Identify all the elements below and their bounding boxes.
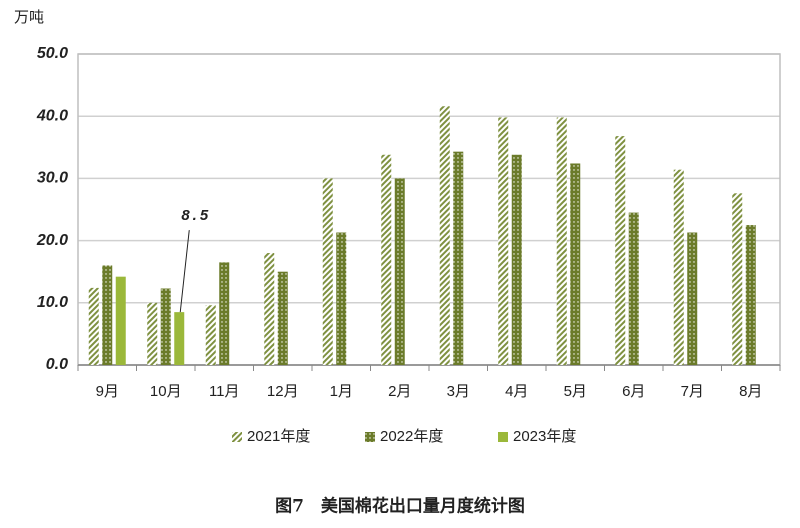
x-tick-label: 4月 xyxy=(505,383,528,400)
bar xyxy=(511,154,522,365)
legend-swatch xyxy=(232,432,242,442)
legend-label: 2022年度 xyxy=(380,428,443,445)
bar xyxy=(673,169,684,365)
x-tick-label: 8月 xyxy=(739,383,762,400)
bar xyxy=(264,253,275,365)
bar xyxy=(570,163,581,365)
bar xyxy=(556,117,567,365)
x-tick-label: 7月 xyxy=(681,383,704,400)
chart-title: 图7 美国棉花出口量月度统计图 xyxy=(275,496,525,517)
x-tick-label: 12月 xyxy=(267,383,299,400)
legend-label: 2023年度 xyxy=(513,428,576,445)
bar xyxy=(498,117,509,365)
x-tick-label: 3月 xyxy=(447,383,470,400)
bar xyxy=(88,287,99,365)
bar xyxy=(745,225,756,365)
y-tick-label: 30.0 xyxy=(37,170,68,187)
x-tick-label: 9月 xyxy=(96,383,119,400)
x-tick-label: 2月 xyxy=(388,383,411,400)
bar xyxy=(160,288,171,365)
y-tick-label: 40.0 xyxy=(36,107,68,124)
bar xyxy=(147,302,158,365)
bar xyxy=(615,136,626,365)
x-tick-label: 6月 xyxy=(622,383,645,400)
bar xyxy=(102,265,113,365)
bar xyxy=(394,178,405,365)
y-axis-unit: 万吨 xyxy=(14,9,44,26)
bar xyxy=(336,232,347,365)
y-tick-label: 50.0 xyxy=(37,45,68,62)
bar xyxy=(219,262,230,365)
bar xyxy=(205,305,216,365)
bar xyxy=(174,312,185,365)
bar xyxy=(322,178,333,365)
bar xyxy=(277,271,288,365)
bar xyxy=(381,154,392,365)
bar xyxy=(628,212,639,365)
annotation: 8.5 xyxy=(181,207,211,224)
legend-swatch xyxy=(498,432,508,442)
bar xyxy=(115,276,126,365)
y-tick-label: 20.0 xyxy=(36,232,68,249)
x-tick-label: 5月 xyxy=(564,383,587,400)
legend-swatch xyxy=(365,432,375,442)
bar xyxy=(687,232,698,365)
x-tick-label: 10月 xyxy=(150,383,182,400)
x-tick-label: 11月 xyxy=(209,383,240,400)
bar xyxy=(439,106,450,366)
bar xyxy=(453,151,464,365)
x-tick-label: 1月 xyxy=(330,383,353,400)
y-tick-label: 0.0 xyxy=(46,356,68,373)
annotation-line xyxy=(179,230,190,313)
legend-label: 2021年度 xyxy=(247,428,310,445)
y-tick-label: 10.0 xyxy=(37,294,68,311)
bar xyxy=(732,193,743,365)
